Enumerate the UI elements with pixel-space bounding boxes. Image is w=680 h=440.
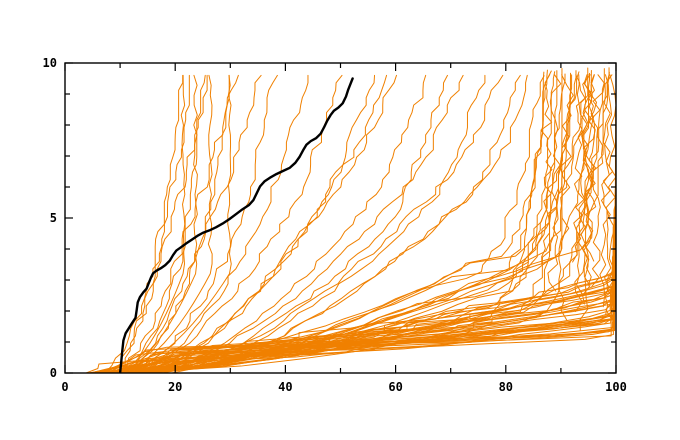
background-series <box>132 74 397 373</box>
background-series <box>171 74 528 373</box>
background-series <box>582 74 598 296</box>
background-series <box>111 74 239 373</box>
x-tick-label: 100 <box>605 380 627 394</box>
axes-layer <box>64 62 617 374</box>
background-series <box>116 74 184 373</box>
background-series <box>109 71 545 373</box>
background-series <box>137 67 589 373</box>
background-series <box>128 73 566 373</box>
y-tick-label: 0 <box>49 366 57 380</box>
background-series <box>114 74 232 373</box>
background-series <box>540 74 553 266</box>
x-tick-label: 0 <box>61 380 69 394</box>
background-series <box>138 74 309 373</box>
y-tick-label: 5 <box>49 211 57 225</box>
background-series <box>150 74 448 373</box>
background-series <box>99 75 545 373</box>
background-series <box>558 74 574 321</box>
background-series <box>547 74 562 292</box>
x-tick-label: 60 <box>388 380 403 394</box>
background-series <box>112 63 616 373</box>
background-series <box>574 74 588 312</box>
background-series <box>137 74 464 373</box>
background-series <box>114 74 186 373</box>
background-series <box>117 74 262 373</box>
background-series <box>136 67 563 373</box>
x-tick-label: 20 <box>167 380 183 394</box>
background-series <box>605 74 616 321</box>
background-series <box>576 74 591 305</box>
background-series <box>600 74 614 308</box>
y-tick-label: 10 <box>42 56 57 70</box>
background-series <box>107 74 208 373</box>
background-series <box>136 70 577 373</box>
background-series <box>150 74 427 373</box>
background-series <box>599 74 613 316</box>
x-tick-label: 80 <box>498 380 514 394</box>
highlight-series <box>118 77 354 373</box>
background-series <box>584 74 597 262</box>
background-series <box>145 74 388 373</box>
background-series <box>114 74 213 373</box>
background-series <box>104 87 616 373</box>
background-series <box>572 74 586 263</box>
background-series <box>154 74 486 373</box>
background-series <box>114 74 198 373</box>
background-series <box>153 74 504 373</box>
x-tick-label: 40 <box>278 380 293 394</box>
background-series <box>129 74 278 373</box>
